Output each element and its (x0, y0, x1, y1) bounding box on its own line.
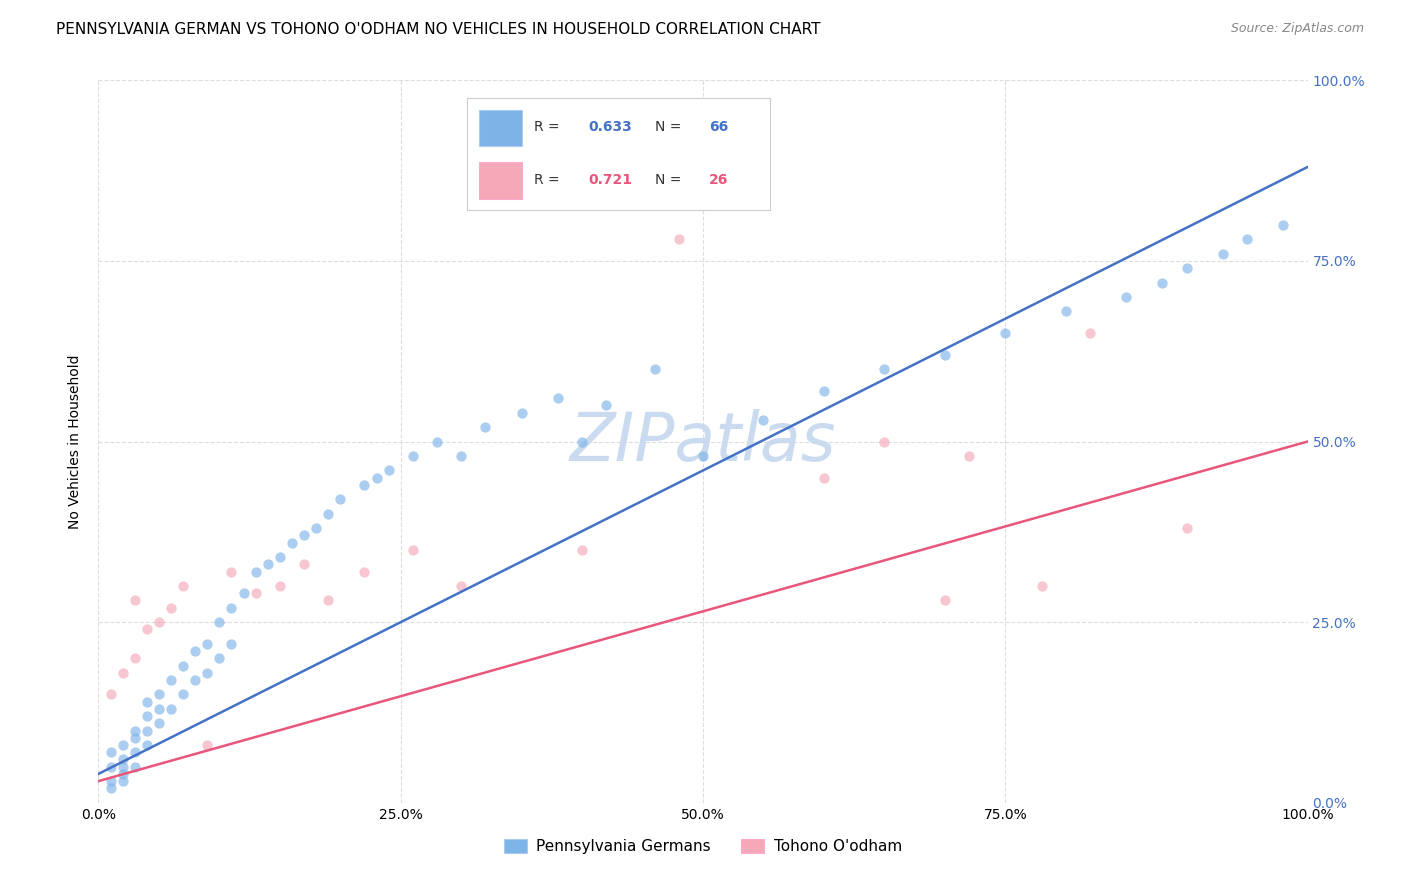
Point (184, 673, 207, 687)
Point (111, 665, 134, 680)
Point (195, 738, 218, 752)
Point (316, 507, 339, 521)
Point (232, 586, 254, 600)
Point (1054, 304, 1077, 318)
Point (316, 593, 339, 607)
Point (1078, 326, 1101, 341)
Point (571, 434, 593, 449)
Point (100, 781, 122, 796)
Point (172, 579, 194, 593)
Point (1272, 218, 1295, 232)
Point (353, 478, 375, 492)
Point (1031, 579, 1053, 593)
Point (256, 558, 278, 572)
Point (195, 637, 218, 651)
Point (292, 528, 315, 542)
Point (547, 391, 569, 405)
Point (221, 600, 243, 615)
Point (245, 565, 267, 579)
Point (124, 745, 146, 759)
Point (245, 586, 267, 600)
Point (595, 398, 617, 412)
Point (208, 615, 231, 630)
Point (195, 665, 218, 680)
Point (184, 644, 207, 658)
Point (450, 579, 472, 593)
Point (305, 521, 328, 535)
Point (873, 362, 896, 376)
Point (135, 723, 157, 738)
Point (124, 651, 146, 665)
Point (668, 232, 690, 246)
Point (135, 623, 157, 637)
Point (450, 449, 472, 463)
Point (111, 774, 134, 789)
Point (1115, 290, 1137, 304)
Point (1175, 521, 1198, 535)
Point (934, 348, 956, 362)
Point (221, 637, 243, 651)
Point (377, 463, 399, 477)
Point (644, 362, 666, 376)
Point (752, 413, 775, 427)
Point (269, 550, 291, 565)
Point (208, 651, 231, 665)
Point (571, 542, 593, 557)
Point (135, 695, 157, 709)
Point (402, 449, 425, 463)
Point (160, 600, 183, 615)
Point (148, 615, 170, 630)
Legend: Pennsylvania Germans, Tohono O'odham: Pennsylvania Germans, Tohono O'odham (498, 832, 908, 860)
Point (124, 731, 146, 745)
Point (873, 434, 896, 449)
Point (100, 760, 122, 774)
Point (692, 449, 714, 463)
Point (813, 471, 835, 485)
Point (281, 535, 304, 549)
Point (148, 702, 170, 716)
Point (148, 687, 170, 701)
Point (1236, 232, 1258, 246)
Point (148, 716, 170, 731)
Point (100, 745, 122, 759)
Point (1212, 246, 1234, 260)
Point (135, 709, 157, 723)
Point (402, 542, 425, 557)
Point (124, 593, 146, 607)
Point (366, 471, 388, 485)
Point (111, 767, 134, 781)
Point (124, 723, 146, 738)
Point (100, 687, 122, 701)
Point (124, 760, 146, 774)
Point (1152, 276, 1174, 290)
Point (813, 384, 835, 398)
Point (510, 406, 533, 420)
Y-axis label: No Vehicles in Household: No Vehicles in Household (69, 354, 83, 529)
Point (172, 658, 194, 673)
Point (111, 738, 134, 752)
Text: Source: ZipAtlas.com: Source: ZipAtlas.com (1230, 22, 1364, 36)
Point (135, 738, 157, 752)
Point (111, 760, 134, 774)
Point (100, 774, 122, 789)
Point (426, 434, 449, 449)
Point (292, 558, 315, 572)
Point (160, 702, 183, 716)
Point (160, 673, 183, 687)
Point (474, 420, 496, 434)
Point (957, 449, 980, 463)
Point (111, 752, 134, 766)
Point (172, 687, 194, 701)
Point (269, 579, 291, 593)
Text: ZIPatlas: ZIPatlas (569, 409, 837, 475)
Text: PENNSYLVANIA GERMAN VS TOHONO O'ODHAM NO VEHICLES IN HOUSEHOLD CORRELATION CHART: PENNSYLVANIA GERMAN VS TOHONO O'ODHAM NO… (56, 22, 821, 37)
Point (1175, 261, 1198, 276)
Point (329, 492, 352, 507)
Point (221, 565, 243, 579)
Point (994, 326, 1017, 341)
Point (353, 565, 375, 579)
Point (934, 593, 956, 607)
